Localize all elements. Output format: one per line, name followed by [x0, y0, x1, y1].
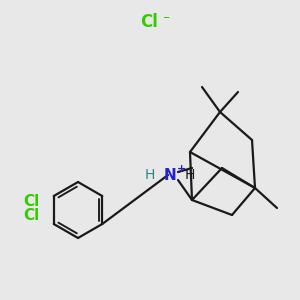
Text: Cl: Cl	[140, 13, 158, 31]
Text: H: H	[145, 168, 155, 182]
Text: Cl: Cl	[24, 208, 40, 224]
Text: Cl: Cl	[24, 194, 40, 208]
Text: N: N	[164, 169, 176, 184]
Text: +: +	[177, 164, 187, 174]
Text: H: H	[185, 168, 195, 182]
Text: ⁻: ⁻	[162, 13, 169, 27]
